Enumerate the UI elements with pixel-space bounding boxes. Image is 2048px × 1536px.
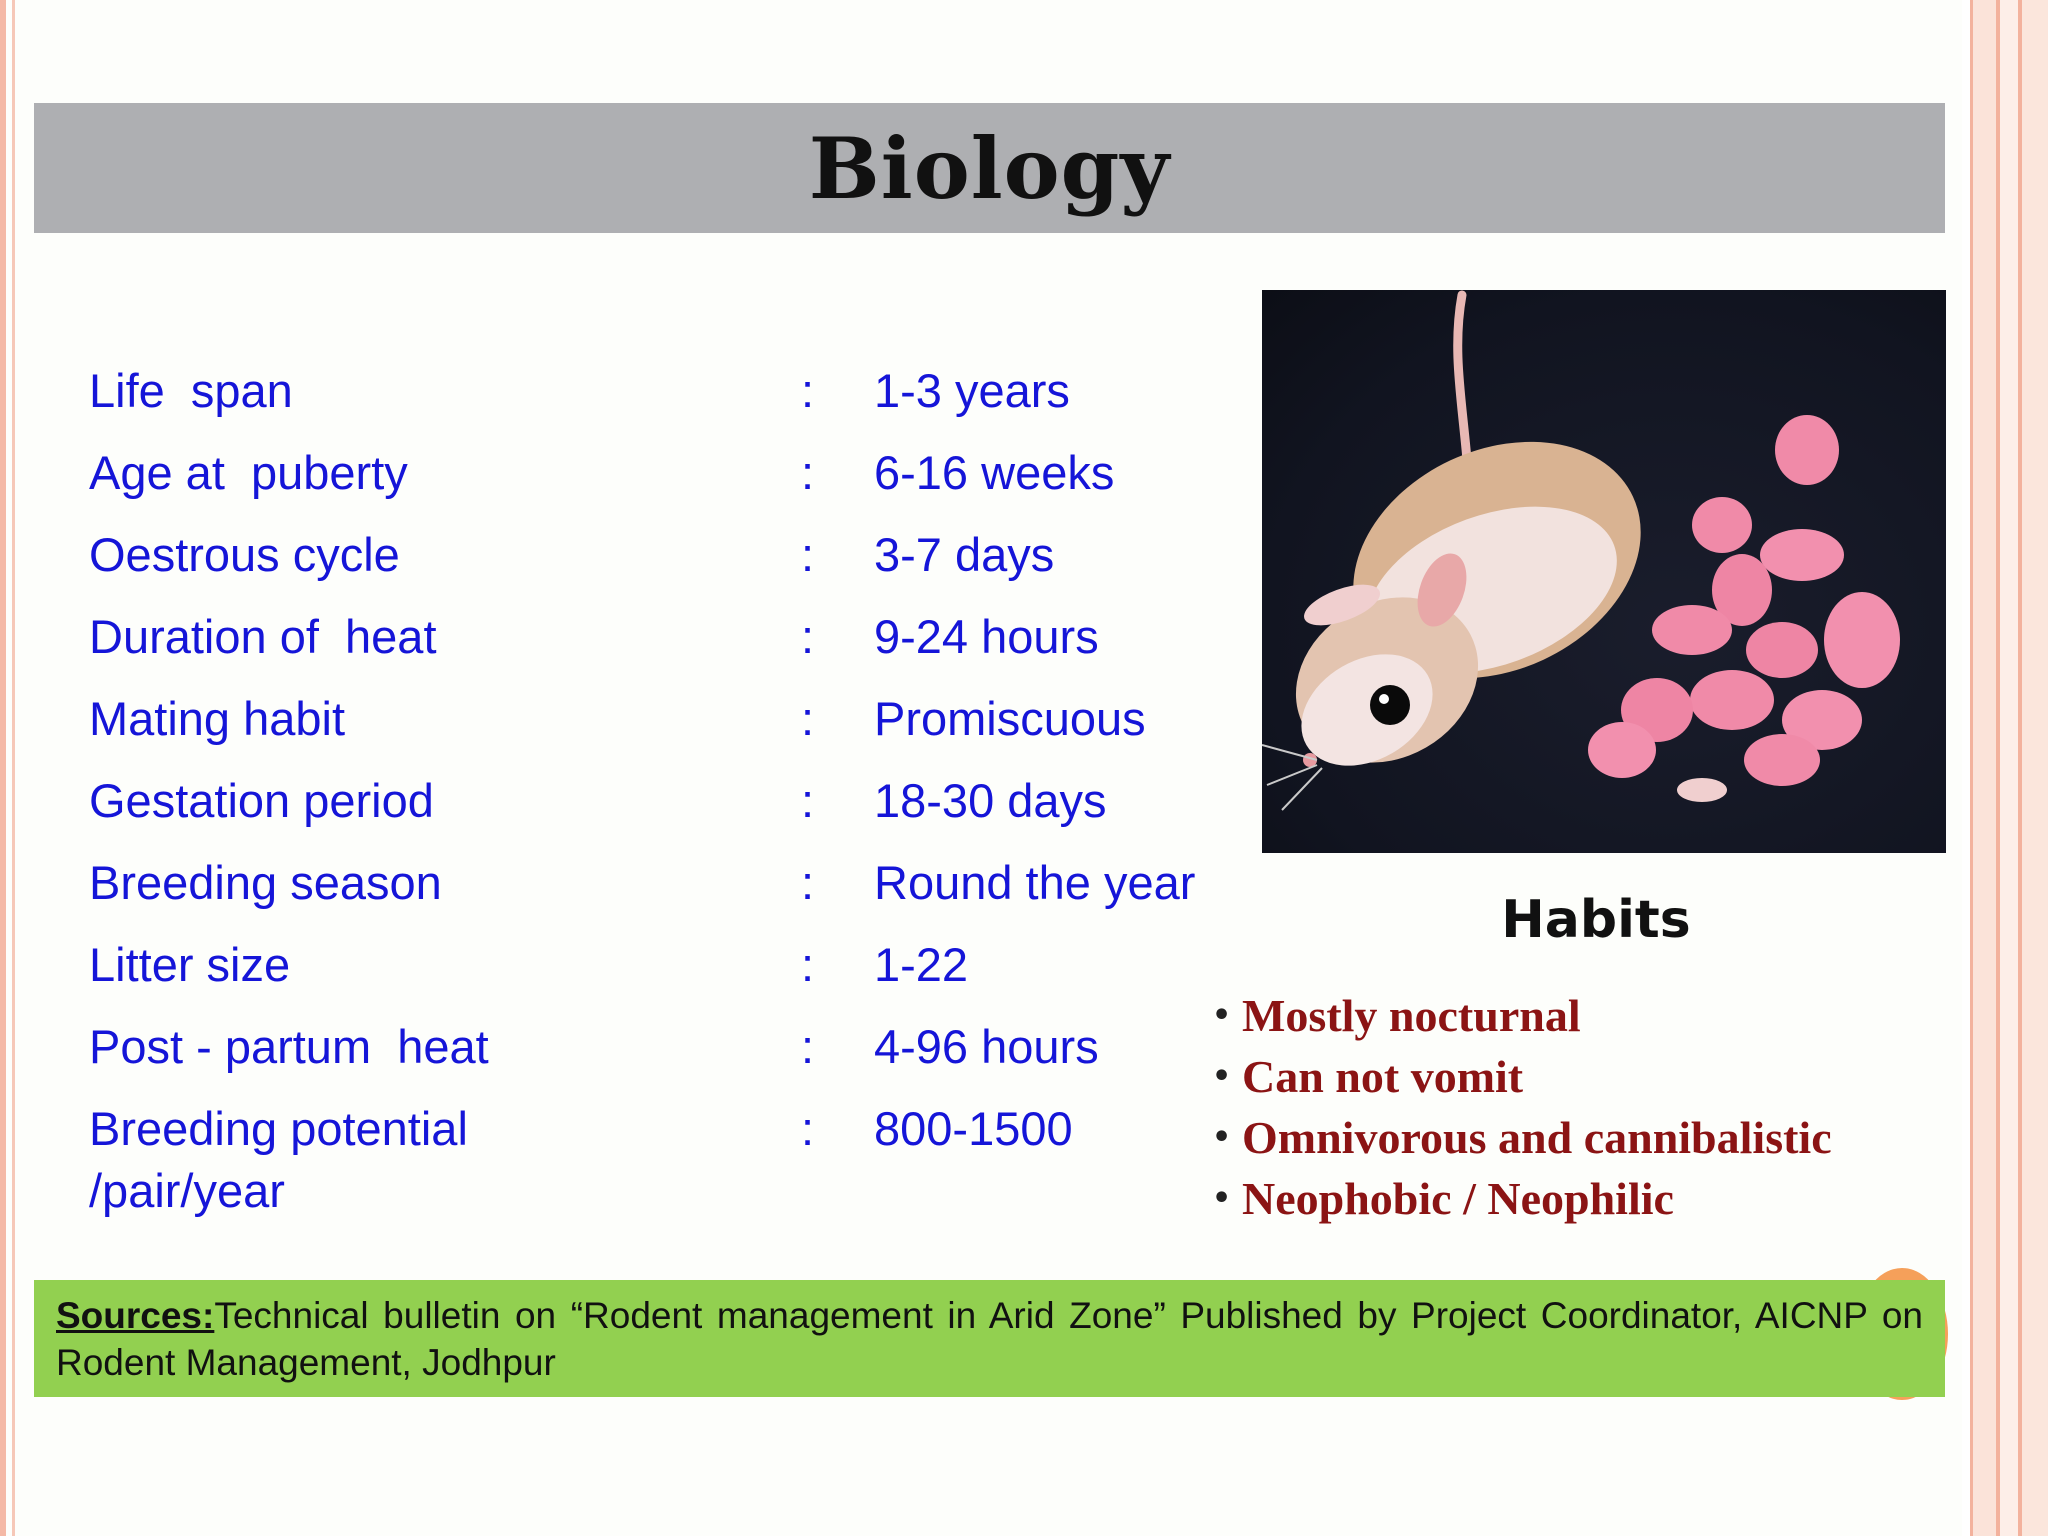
list-item: • Neophobic / Neophilic — [1212, 1168, 1832, 1229]
biology-value: 4-96 hours — [874, 1020, 1099, 1073]
biology-label: Age at puberty — [89, 446, 408, 499]
biology-row: Gestation period : 18-30 days — [89, 770, 1239, 852]
biology-value: 6-16 weeks — [874, 446, 1115, 499]
bullet-icon: • — [1212, 1181, 1232, 1216]
biology-row: Litter size : 1-22 — [89, 934, 1239, 1016]
biology-colon: : — [801, 1102, 815, 1155]
biology-label: Breeding potential /pair/year — [89, 1102, 468, 1217]
list-item: • Can not vomit — [1212, 1046, 1832, 1107]
biology-colon: : — [801, 446, 815, 499]
left-border-line — [0, 0, 6, 1536]
bullet-icon: • — [1212, 1120, 1232, 1155]
biology-value: 3-7 days — [874, 528, 1055, 581]
habits-list: • Mostly nocturnal • Can not vomit • Omnivo… — [1212, 985, 1832, 1229]
biology-colon: : — [801, 938, 815, 991]
bullet-icon: • — [1212, 1059, 1232, 1094]
biology-row: Life span : 1-3 years — [89, 360, 1239, 442]
biology-label: Gestation period — [89, 774, 434, 827]
biology-colon: : — [801, 856, 815, 909]
habit-text: Mostly nocturnal — [1242, 990, 1581, 1041]
biology-label: Post - partum heat — [89, 1020, 489, 1073]
biology-label: Mating habit — [89, 692, 346, 745]
biology-row: Duration of heat : 9-24 hours — [89, 606, 1239, 688]
left-border-line-inner — [12, 0, 15, 1536]
right-decorative-stripes — [1962, 0, 2048, 1536]
gerbil-with-pups-photo — [1262, 290, 1946, 853]
biology-row: Mating habit : Promiscuous — [89, 688, 1239, 770]
bullet-icon: • — [1212, 998, 1232, 1033]
biology-label: Breeding season — [89, 856, 442, 909]
list-item: • Omnivorous and cannibalistic — [1212, 1107, 1832, 1168]
habit-text: Neophobic / Neophilic — [1242, 1173, 1674, 1224]
biology-value: 800-1500 — [874, 1102, 1073, 1155]
biology-colon: : — [801, 528, 815, 581]
habit-text: Can not vomit — [1242, 1051, 1524, 1102]
biology-value: 1-22 — [874, 938, 969, 991]
habits-title: Habits — [1501, 890, 1691, 950]
biology-colon: : — [801, 610, 815, 663]
biology-label: Oestrous cycle — [89, 528, 400, 581]
biology-colon: : — [801, 774, 815, 827]
biology-value: 9-24 hours — [874, 610, 1099, 663]
biology-value: 18-30 days — [874, 774, 1107, 827]
biology-row: Post - partum heat : 4-96 hours — [89, 1016, 1239, 1098]
biology-value: Promiscuous — [874, 692, 1146, 745]
biology-row: Age at puberty : 6-16 weeks — [89, 442, 1239, 524]
habit-text: Omnivorous and cannibalistic — [1242, 1112, 1832, 1163]
biology-colon: : — [801, 364, 815, 417]
biology-row: Breeding season : Round the year — [89, 852, 1239, 934]
biology-label: Litter size — [89, 938, 291, 991]
biology-colon: : — [801, 1020, 815, 1073]
biology-row: Breeding potential /pair/year : 800-1500 — [89, 1098, 1239, 1228]
biology-value: Round the year — [874, 856, 1196, 909]
sources-label: Sources: — [56, 1295, 215, 1336]
list-item: • Mostly nocturnal — [1212, 985, 1832, 1046]
biology-colon: : — [801, 692, 815, 745]
sources-box: Sources:Technical bulletin on “Rodent ma… — [34, 1280, 1945, 1397]
biology-label: Life span — [89, 364, 293, 417]
biology-label: Duration of heat — [89, 610, 437, 663]
biology-value: 1-3 years — [874, 364, 1070, 417]
title-bar: Biology — [34, 103, 1945, 233]
biology-row: Oestrous cycle : 3-7 days — [89, 524, 1239, 606]
sources-text: Technical bulletin on “Rodent management… — [56, 1295, 1923, 1383]
slide-title: Biology — [808, 118, 1171, 218]
biology-table: Life span : 1-3 years Age at puberty : 6… — [89, 360, 1239, 1228]
